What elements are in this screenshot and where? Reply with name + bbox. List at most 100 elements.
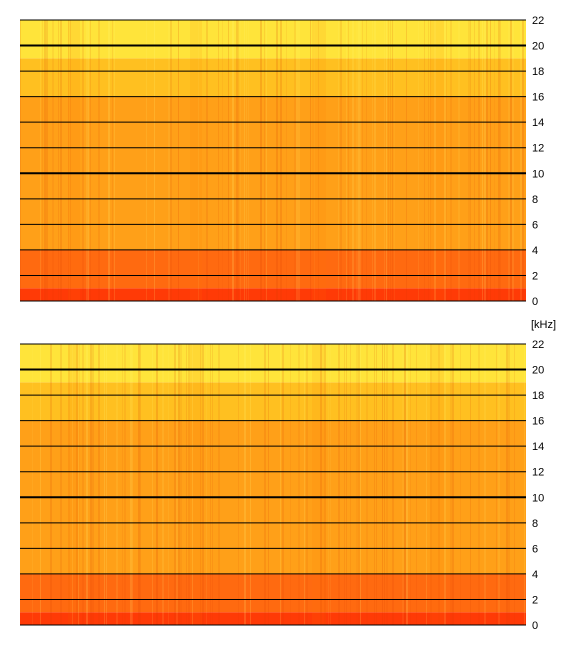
texture-streak [70, 20, 71, 301]
texture-column [190, 20, 202, 301]
texture-streak [88, 20, 89, 301]
texture-streak [124, 344, 126, 625]
texture-streak [42, 20, 43, 301]
texture-streak [426, 344, 427, 625]
texture-streak [318, 20, 319, 301]
y-tick-label-18: 18 [532, 66, 544, 78]
texture-streak [498, 20, 500, 301]
texture-streak [384, 20, 385, 301]
texture-streak [98, 344, 100, 625]
texture-streak [384, 344, 385, 625]
texture-streak [116, 344, 118, 625]
y-tick-label-16: 16 [532, 416, 544, 428]
frequency-band-0 [20, 288, 526, 301]
frequency-band-4 [20, 344, 526, 383]
texture-streak [430, 344, 432, 625]
texture-streak [490, 20, 491, 301]
texture-streak [310, 20, 311, 301]
y-tick-label-14: 14 [532, 441, 544, 453]
texture-streak [244, 20, 245, 301]
texture-streak [306, 344, 308, 625]
texture-streak [438, 344, 440, 625]
frequency-band-1 [20, 249, 526, 289]
texture-streak [344, 344, 345, 625]
texture-streak [484, 20, 486, 301]
texture-streak [406, 20, 407, 301]
texture-streak [508, 344, 510, 625]
texture-column [430, 20, 444, 301]
texture-streak [366, 20, 367, 301]
texture-streak [90, 20, 91, 301]
texture-streak [386, 344, 388, 625]
texture-streak [346, 344, 347, 625]
texture-streak [218, 344, 220, 625]
texture-streak [228, 20, 229, 301]
texture-streak [168, 20, 170, 301]
y-tick-label-16: 16 [532, 92, 544, 104]
texture-streak [76, 344, 78, 625]
texture-streak [40, 20, 41, 301]
texture-streak [264, 20, 265, 301]
frequency-band-3 [20, 382, 526, 421]
texture-streak [200, 344, 201, 625]
texture-streak [86, 344, 88, 625]
texture-streak [376, 344, 377, 625]
texture-streak [68, 344, 70, 625]
texture-streak [268, 344, 269, 625]
texture-streak [212, 344, 213, 625]
texture-streak [32, 344, 33, 625]
texture-streak [180, 344, 182, 625]
y-tick-label-18: 18 [532, 390, 544, 402]
texture-streak [508, 20, 510, 301]
texture-streak [406, 344, 408, 625]
y-tick-label-6: 6 [532, 219, 538, 231]
texture-streak [58, 20, 59, 301]
texture-streak [520, 20, 522, 301]
texture-streak [350, 344, 351, 625]
texture-streak [90, 344, 92, 625]
texture-streak [428, 20, 429, 301]
texture-streak [294, 20, 296, 301]
frequency-band-3 [20, 58, 526, 97]
texture-streak [338, 20, 339, 301]
texture-streak [178, 20, 179, 301]
texture-streak [356, 20, 358, 301]
texture-streak [290, 344, 291, 625]
texture-streak [358, 20, 360, 301]
texture-streak [154, 20, 155, 301]
y-tick-label-4: 4 [532, 245, 538, 257]
y-tick-label-22: 22 [532, 15, 544, 27]
texture-streak [246, 20, 247, 301]
texture-streak [298, 344, 300, 625]
texture-streak [304, 344, 305, 625]
texture-streak [402, 344, 404, 625]
texture-streak [192, 344, 193, 625]
texture-streak [506, 344, 508, 625]
texture-streak [206, 20, 208, 301]
texture-streak [222, 20, 223, 301]
texture-streak [382, 344, 383, 625]
texture-streak [174, 344, 176, 625]
texture-streak [250, 344, 251, 625]
texture-streak [236, 20, 238, 301]
texture-streak [496, 344, 497, 625]
texture-streak [390, 20, 391, 301]
y-tick-label-2: 2 [532, 270, 538, 282]
texture-streak [366, 344, 368, 625]
texture-streak [82, 344, 84, 625]
texture-streak [68, 20, 69, 301]
texture-streak [360, 20, 361, 301]
texture-streak [514, 344, 515, 625]
texture-column [68, 344, 80, 625]
y-tick-label-4: 4 [532, 569, 538, 581]
texture-streak [500, 20, 501, 301]
texture-streak [352, 20, 354, 301]
frequency-band-1 [20, 573, 526, 613]
texture-streak [112, 20, 113, 301]
texture-streak [130, 344, 132, 625]
texture-streak [178, 344, 180, 625]
texture-streak [238, 20, 239, 301]
texture-streak [374, 344, 375, 625]
y-tick-label-0: 0 [532, 620, 538, 632]
